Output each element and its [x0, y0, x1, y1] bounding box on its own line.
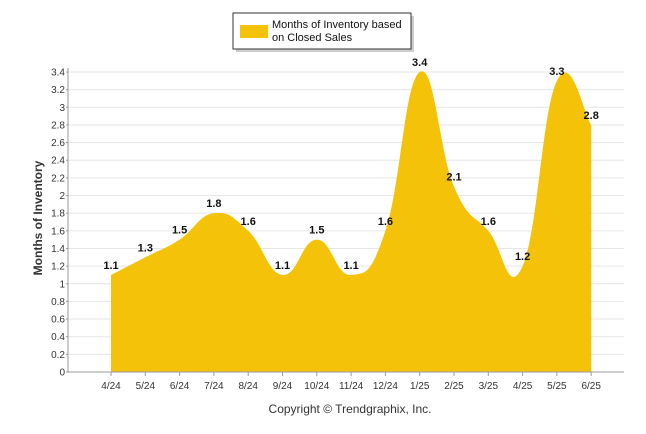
- y-tick-label: 2.8: [51, 120, 65, 131]
- x-tick-label: 8/24: [238, 381, 258, 392]
- data-label: 1.8: [206, 198, 221, 210]
- legend-swatch: [240, 25, 268, 38]
- data-labels: 1.1 1.3 1.5 1.8 1.6 1.1 1.5 1.1 1.6 3.4 2.1 1.6 1.2 3…: [103, 57, 598, 272]
- x-tick-label: 4/24: [101, 381, 121, 392]
- y-tick-labels: 0 0.2 0.4 0.6 0.8 1 1.2 1.4 1.6 1.8 2 2.2 2.4 2.6 2.8 3…: [51, 68, 65, 379]
- axes: [66, 68, 624, 376]
- y-tick-label: 3.4: [51, 68, 65, 79]
- x-tick-label: 11/24: [339, 381, 364, 392]
- y-tick-label: 2: [59, 191, 65, 202]
- x-tick-label: 3/25: [479, 381, 499, 392]
- x-tick-label: 4/25: [513, 381, 533, 392]
- y-tick-label: 3.2: [51, 85, 65, 96]
- copyright-text: Copyright © Trendgraphix, Inc.: [269, 402, 432, 416]
- data-label: 1.2: [515, 251, 530, 263]
- data-label: 1.1: [275, 260, 290, 272]
- y-tick-label: 1.6: [51, 226, 65, 237]
- data-label: 1.5: [172, 225, 187, 237]
- y-tick-label: 1: [59, 279, 65, 290]
- x-tick-label: 6/24: [170, 381, 190, 392]
- data-label: 3.4: [412, 57, 428, 69]
- x-tick-label: 12/24: [373, 381, 398, 392]
- data-label: 3.3: [549, 66, 564, 78]
- data-label: 1.1: [103, 260, 118, 272]
- data-label: 1.5: [309, 225, 324, 237]
- data-label: 1.6: [241, 216, 256, 228]
- x-tick-label: 9/24: [273, 381, 293, 392]
- x-tick-label: 5/24: [136, 381, 156, 392]
- y-tick-label: 3: [59, 103, 65, 114]
- x-tick-label: 1/25: [410, 381, 430, 392]
- y-tick-label: 2.6: [51, 138, 65, 149]
- x-tick-label: 10/24: [304, 381, 329, 392]
- x-tick-label: 6/25: [581, 381, 601, 392]
- y-tick-label: 1.8: [51, 209, 65, 220]
- x-tick-label: 2/25: [444, 381, 464, 392]
- y-tick-label: 0.2: [51, 350, 65, 361]
- data-label: 1.3: [138, 242, 153, 254]
- y-axis-title: Months of Inventory: [31, 160, 45, 275]
- x-tick-label: 5/25: [547, 381, 567, 392]
- data-label: 1.6: [378, 216, 393, 228]
- data-label: 2.1: [446, 172, 461, 184]
- legend-line-1: Months of Inventory based: [272, 19, 402, 31]
- legend-line-2: on Closed Sales: [272, 32, 353, 44]
- series-area: [111, 71, 592, 372]
- plot-area: [111, 71, 592, 372]
- legend: Months of Inventory based on Closed Sale…: [232, 12, 414, 52]
- y-tick-label: 2.4: [51, 156, 65, 167]
- x-tick-label: 7/24: [204, 381, 224, 392]
- data-label: 1.1: [343, 260, 358, 272]
- data-label: 2.8: [584, 110, 599, 122]
- y-tick-label: 1.2: [51, 262, 65, 273]
- x-tick-labels: 4/24 5/24 6/24 7/24 8/24 9/24 10/24 11/24 12/24 1…: [101, 381, 601, 392]
- y-tick-label: 2.2: [51, 173, 65, 184]
- y-tick-label: 0: [59, 368, 65, 379]
- y-tick-label: 0.6: [51, 315, 65, 326]
- data-label: 1.6: [481, 216, 496, 228]
- y-tick-label: 1.4: [51, 244, 65, 255]
- y-tick-label: 0.8: [51, 297, 65, 308]
- y-tick-label: 0.4: [51, 332, 65, 343]
